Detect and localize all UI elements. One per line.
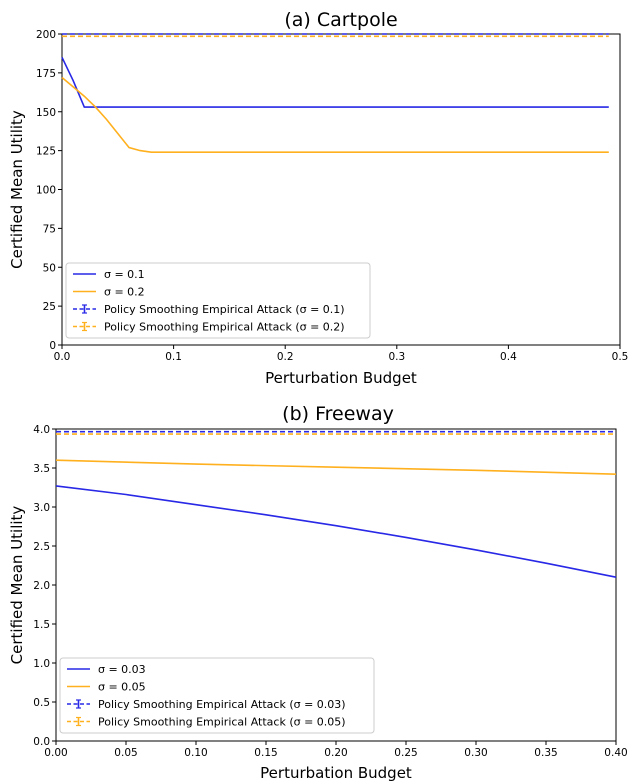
x-axis-ticks: 0.00 0.05 0.10 0.15 0.20 0.25 0.30 0.35 0.40 bbox=[44, 741, 628, 759]
x-tick-label: 0.2 bbox=[277, 351, 294, 363]
x-tick-label: 0.3 bbox=[388, 351, 405, 363]
y-axis-label: Certified Mean Utility bbox=[8, 506, 26, 665]
x-tick-label: 0.0 bbox=[54, 351, 71, 363]
legend-label: Policy Smoothing Empirical Attack (σ = 0… bbox=[104, 321, 345, 334]
y-tick-label: 75 bbox=[43, 223, 56, 235]
legend-label: σ = 0.2 bbox=[104, 286, 145, 299]
legend-box bbox=[59, 657, 375, 734]
x-axis-ticks: 0.0 0.1 0.2 0.3 0.4 0.5 bbox=[54, 345, 629, 363]
y-tick-label: 175 bbox=[36, 68, 56, 80]
legend-label: Policy Smoothing Empirical Attack (σ = 0… bbox=[98, 716, 346, 729]
y-axis-label: Certified Mean Utility bbox=[8, 110, 26, 269]
y-tick-label: 3.0 bbox=[33, 502, 50, 514]
x-tick-label: 0.40 bbox=[604, 747, 627, 759]
x-tick-label: 0.10 bbox=[184, 747, 207, 759]
x-tick-label: 0.25 bbox=[394, 747, 417, 759]
x-tick-label: 0.1 bbox=[165, 351, 182, 363]
x-tick-label: 0.00 bbox=[44, 747, 67, 759]
legend-box bbox=[65, 262, 371, 339]
chart-title: (a) Cartpole bbox=[284, 9, 397, 31]
x-tick-label: 0.35 bbox=[534, 747, 557, 759]
y-tick-label: 100 bbox=[36, 185, 56, 197]
chart-title: (b) Freeway bbox=[282, 403, 394, 425]
x-tick-label: 0.4 bbox=[500, 351, 517, 363]
legend-label: Policy Smoothing Empirical Attack (σ = 0… bbox=[104, 303, 345, 316]
x-tick-label: 0.05 bbox=[114, 747, 137, 759]
y-tick-label: 0.0 bbox=[33, 736, 50, 748]
y-axis-ticks: 0.0 0.5 1.0 1.5 2.0 2.5 3.0 3.5 4.0 bbox=[33, 424, 56, 748]
x-axis-label: Perturbation Budget bbox=[260, 764, 412, 781]
legend: σ = 0.1 σ = 0.2 Policy Smoothing Empirical… bbox=[65, 262, 371, 339]
x-tick-label: 0.30 bbox=[464, 747, 487, 759]
series-line-1 bbox=[55, 485, 617, 578]
x-tick-label: 0.5 bbox=[612, 351, 629, 363]
y-tick-label: 1.5 bbox=[33, 619, 50, 631]
y-tick-label: 0 bbox=[49, 340, 56, 352]
y-tick-label: 125 bbox=[36, 146, 56, 158]
series-line-2 bbox=[61, 76, 609, 153]
y-tick-label: 25 bbox=[43, 301, 56, 313]
y-tick-label: 150 bbox=[36, 107, 56, 119]
x-axis-label: Perturbation Budget bbox=[265, 369, 417, 387]
series-line-1 bbox=[61, 56, 609, 108]
legend-label: σ = 0.1 bbox=[104, 268, 145, 281]
y-tick-label: 3.5 bbox=[33, 463, 50, 475]
series-line-2 bbox=[55, 459, 617, 475]
legend-label: Policy Smoothing Empirical Attack (σ = 0… bbox=[98, 698, 346, 711]
x-tick-label: 0.20 bbox=[324, 747, 347, 759]
legend-label: σ = 0.05 bbox=[98, 681, 146, 694]
legend-label: σ = 0.03 bbox=[98, 663, 146, 676]
y-tick-label: 4.0 bbox=[33, 424, 50, 436]
series-lines bbox=[61, 33, 609, 153]
y-tick-label: 2.0 bbox=[33, 580, 50, 592]
y-tick-label: 1.0 bbox=[33, 658, 50, 670]
series-lines bbox=[55, 430, 617, 578]
chart-cartpole: (a) Cartpole Perturbation Budget Certifi… bbox=[8, 9, 628, 387]
y-tick-label: 0.5 bbox=[33, 697, 50, 709]
legend: σ = 0.03 σ = 0.05 Policy Smoothing Empiric… bbox=[59, 657, 375, 734]
chart-freeway: (b) Freeway Perturbation Budget Certifie… bbox=[8, 403, 628, 781]
y-tick-label: 50 bbox=[43, 262, 56, 274]
y-tick-label: 200 bbox=[36, 29, 56, 41]
y-tick-label: 2.5 bbox=[33, 541, 50, 553]
y-axis-ticks: 0 25 50 75 100 125 150 175 200 bbox=[36, 29, 62, 352]
x-tick-label: 0.15 bbox=[254, 747, 277, 759]
